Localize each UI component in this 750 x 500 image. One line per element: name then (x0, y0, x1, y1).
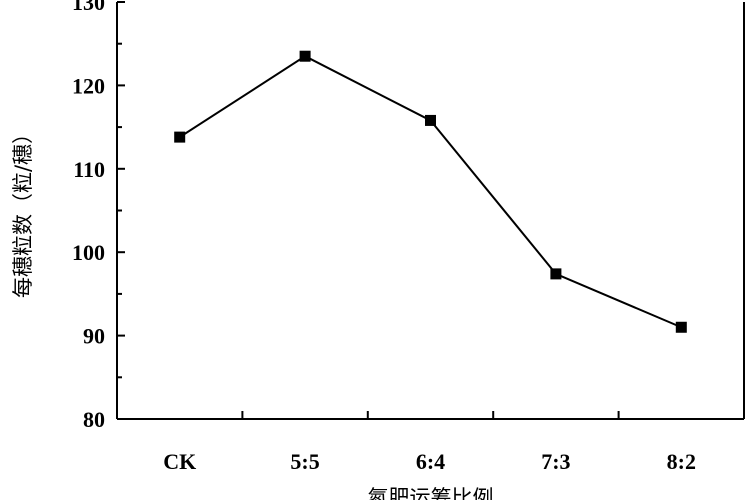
x-tick-label: 8:2 (667, 449, 696, 474)
series-group (174, 50, 687, 333)
data-point-marker (425, 114, 436, 126)
y-tick-label: 80 (83, 407, 105, 432)
y-axis-ticks: 80 90 100 110 120 130 (72, 0, 125, 432)
data-point-marker (174, 131, 186, 143)
x-tick-label: 5:5 (290, 449, 319, 474)
x-axis-label: 氮肥运筹比例 (368, 486, 494, 500)
series-line (179, 55, 682, 329)
y-tick-label: 90 (83, 324, 105, 349)
y-tick-label: 110 (73, 157, 105, 182)
y-tick-label: 100 (72, 240, 105, 265)
axes (116, 2, 745, 420)
data-point-marker (550, 268, 562, 280)
x-tick-label: CK (163, 449, 196, 474)
data-point-marker (299, 50, 311, 62)
data-point-marker (675, 321, 687, 333)
y-axis-label: 每穗粒数（粒/穗） (11, 123, 35, 298)
x-axis-ticks: CK 5:5 6:4 7:3 8:2 (163, 411, 696, 474)
y-tick-label: 130 (72, 0, 105, 15)
x-tick-label: 6:4 (416, 449, 445, 474)
y-tick-label: 120 (72, 73, 105, 98)
x-tick-label: 7:3 (541, 449, 570, 474)
